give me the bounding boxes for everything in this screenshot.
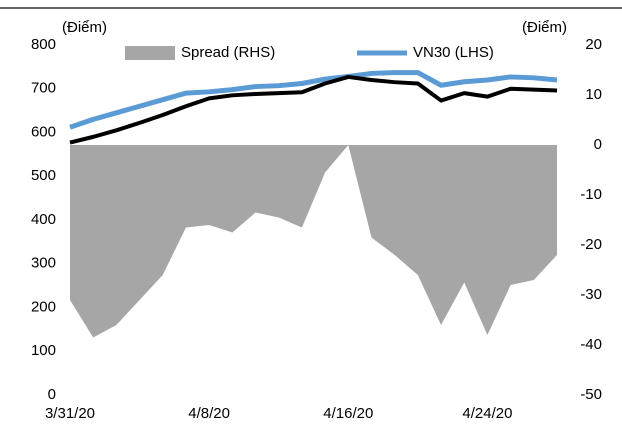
y2-tick-label: -10: [580, 186, 602, 203]
y-tick-label: 600: [31, 123, 56, 140]
y-tick-label: 200: [31, 298, 56, 315]
x-tick-label: 4/24/20: [462, 405, 512, 422]
legend-label: Spread (RHS): [181, 44, 275, 61]
y2-tick-label: 20: [585, 36, 602, 53]
x-tick-label: 4/16/20: [323, 405, 373, 422]
y2-tick-label: -50: [580, 386, 602, 403]
y-tick-label: 800: [31, 36, 56, 53]
legend-label: VN30 (LHS): [413, 44, 494, 61]
line: [69, 70, 558, 130]
x-tick-label: 3/31/20: [45, 405, 95, 422]
y2-tick-label: -30: [580, 286, 602, 303]
area: [70, 145, 557, 338]
x-tick-label: 4/8/20: [188, 405, 230, 422]
y-tick-label: 700: [31, 80, 56, 97]
y2-tick-label: 10: [585, 86, 602, 103]
y-tick-label: 500: [31, 167, 56, 184]
y2-tick-label: -40: [580, 336, 602, 353]
legend-swatch: [125, 46, 175, 60]
y-axis-title: (Điểm): [62, 19, 107, 36]
y-tick-label: 0: [48, 386, 56, 403]
y-tick-label: 300: [31, 255, 56, 272]
line: [69, 74, 558, 145]
y2-tick-label: 0: [594, 136, 602, 153]
y-tick-label: 400: [31, 211, 56, 228]
y-tick-label: 100: [31, 342, 56, 359]
y2-axis-title: (Điểm): [522, 19, 567, 36]
y2-tick-label: -20: [580, 236, 602, 253]
